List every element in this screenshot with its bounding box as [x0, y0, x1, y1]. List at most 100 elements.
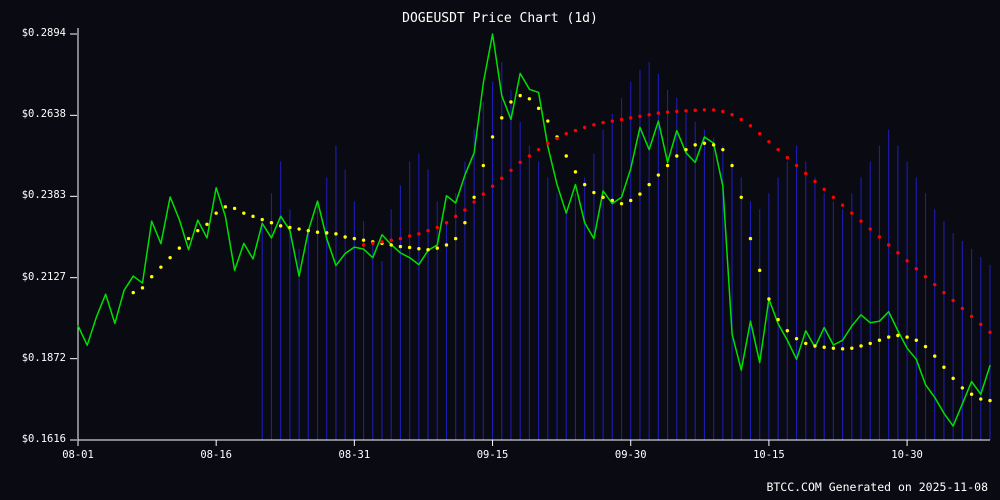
ma-slow-point	[988, 330, 992, 335]
ma-fast-point	[306, 228, 310, 233]
ma-slow-point	[831, 195, 836, 199]
ma-fast-point	[951, 376, 955, 381]
ma-fast-point	[232, 206, 237, 211]
ma-fast-point	[407, 245, 412, 250]
ma-slow-point	[407, 234, 412, 238]
ma-fast-point	[398, 244, 403, 249]
ma-slow-point	[721, 109, 725, 114]
ma-slow-point	[665, 110, 670, 114]
ma-fast-point	[665, 163, 670, 168]
ma-fast-point	[831, 346, 836, 350]
ma-slow-point	[684, 109, 688, 113]
ma-slow-point	[877, 235, 882, 239]
ma-slow-point	[601, 120, 605, 125]
ma-slow-point	[776, 147, 780, 152]
ma-slow-point	[518, 160, 522, 165]
ma-slow-point	[638, 114, 642, 118]
ma-slow-point	[527, 154, 532, 158]
ma-slow-point	[739, 117, 743, 122]
ma-fast-point	[573, 170, 578, 174]
ma-fast-point	[500, 116, 504, 120]
ma-slow-point	[951, 298, 955, 303]
ma-slow-point	[758, 132, 762, 136]
price-line	[77, 33, 991, 427]
ma-fast-point	[527, 97, 532, 101]
ma-slow-point	[960, 306, 965, 311]
ma-fast-point	[297, 227, 301, 231]
ma-slow-point	[702, 108, 707, 112]
ma-fast-point	[739, 195, 743, 199]
ma-fast-point	[988, 398, 992, 403]
x-tick-label: 08-31	[338, 449, 371, 461]
ma-fast-point	[463, 221, 467, 225]
ma-fast-point	[767, 297, 771, 301]
ma-fast-point	[269, 221, 274, 225]
ma-fast-point	[601, 195, 605, 199]
ma-fast-point	[490, 135, 495, 139]
ma-fast-point	[905, 335, 909, 339]
ma-slow-point	[417, 232, 421, 236]
ma-fast-point	[426, 248, 430, 252]
ma-slow-point	[582, 125, 587, 130]
ma-fast-point	[960, 386, 965, 390]
ma-slow-point	[361, 243, 366, 247]
ma-fast-point	[472, 195, 476, 199]
ma-slow-point	[454, 214, 458, 219]
ma-slow-point	[380, 240, 384, 244]
ma-slow-point	[933, 282, 937, 287]
ma-fast-point	[610, 198, 614, 203]
ma-slow-point	[509, 168, 513, 172]
ma-fast-point	[675, 154, 679, 158]
ma-slow-point	[804, 171, 808, 176]
ma-slow-point	[868, 227, 872, 231]
ma-fast-point	[629, 198, 633, 203]
watermark-text: BTCC.COM Generated on 2025-11-08	[766, 480, 988, 494]
ma-slow-point	[905, 259, 909, 263]
ma-fast-point	[140, 286, 145, 290]
ma-slow-point	[656, 111, 661, 115]
ma-slow-point	[923, 275, 928, 279]
ma-slow-point	[472, 200, 476, 204]
ma-fast-point	[758, 268, 762, 273]
ma-fast-point	[361, 238, 366, 242]
ma-fast-point	[721, 147, 725, 152]
ma-slow-point	[647, 112, 651, 117]
ma-fast-point	[168, 255, 172, 260]
ma-fast-point	[205, 222, 209, 226]
ma-fast-point	[481, 163, 486, 168]
ma-fast-point	[776, 317, 780, 322]
ma-slow-point	[426, 228, 430, 233]
y-tick-label: $0.1616	[21, 433, 66, 445]
ma-fast-point	[923, 344, 928, 349]
ma-fast-point	[546, 119, 550, 123]
ma-fast-point	[840, 347, 845, 351]
ma-fast-point	[868, 341, 872, 346]
ma-slow-point	[896, 251, 900, 255]
ma-slow-point	[573, 128, 578, 133]
ma-slow-point	[859, 219, 863, 223]
x-tick-label: 10-15	[753, 449, 785, 461]
y-tick-label: $0.2638	[21, 108, 66, 121]
ma-fast-point	[186, 236, 191, 241]
ma-slow-point	[481, 192, 486, 196]
ma-slow-point	[444, 221, 449, 225]
ma-slow-point	[536, 147, 541, 152]
ma-fast-point	[711, 143, 716, 147]
ma-slow-point	[500, 176, 504, 180]
ma-fast-point	[914, 338, 918, 342]
ma-fast-point	[813, 344, 817, 348]
ma-slow-point	[675, 109, 679, 114]
ma-slow-point	[822, 187, 826, 192]
x-tick-label: 08-01	[62, 449, 94, 461]
ma-fast-point	[886, 335, 891, 339]
ma-slow-point	[785, 155, 790, 160]
ma-slow-point	[693, 108, 697, 112]
ma-fast-point	[850, 346, 854, 350]
ma-slow-point	[389, 238, 393, 242]
ma-fast-point	[214, 211, 218, 215]
ma-fast-point	[592, 190, 596, 195]
y-tick-label: $0.2383	[21, 189, 66, 202]
ma-slow-point	[435, 225, 439, 230]
ma-fast-point	[435, 246, 439, 250]
